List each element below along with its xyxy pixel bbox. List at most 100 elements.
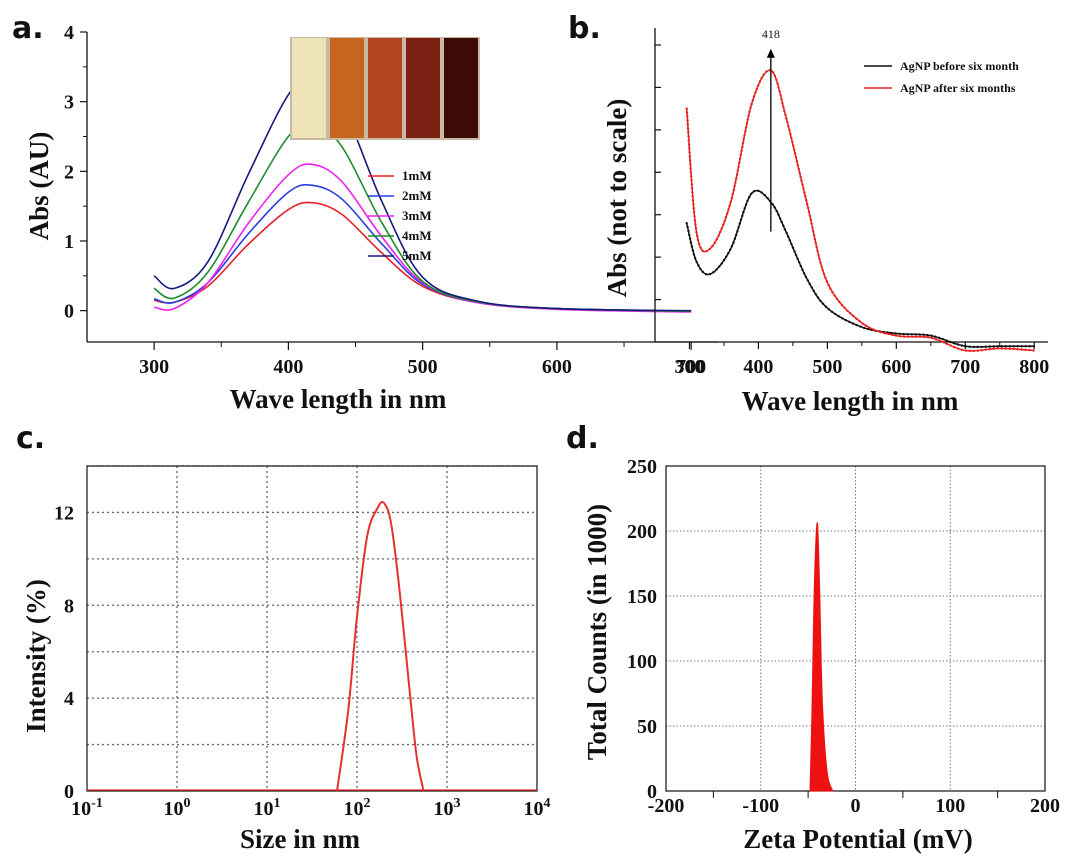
series-marker [771,203,774,206]
series-marker [748,110,751,114]
series-marker [688,155,691,158]
series-marker [755,87,758,91]
series-marker [711,244,714,248]
series-marker [738,161,741,164]
series-marker [923,335,926,339]
series-marker [746,118,749,121]
series-marker [783,228,787,231]
series-marker [782,224,785,227]
series-marker [992,347,995,350]
series-marker [785,231,788,235]
series-marker [741,145,744,149]
series-marker [735,233,738,237]
series-marker [691,191,694,194]
series-marker [762,73,765,76]
series-marker [866,327,870,331]
series-marker [1000,347,1003,350]
series-marker [744,203,748,206]
series-marker [695,260,698,264]
series-marker [894,332,897,335]
chart-d-grid [666,466,1045,791]
chart-c-ytick-label: 12 [54,502,74,524]
series-marker [699,246,702,249]
series-marker [727,208,730,211]
panel-c-label: c. [16,421,45,456]
size-distribution-line [336,500,425,792]
peak-arrow-head [766,48,775,58]
chart-b-xtick-label: 600 [881,356,911,378]
chart-a-xtick-label: 700 [676,356,706,378]
series-marker [898,332,901,335]
series-marker [1020,345,1023,348]
series-marker [810,222,813,225]
chart-c-xtick-label: 102 [344,796,371,820]
series-marker [849,312,852,315]
chart-c-ytick-label: 0 [64,781,74,803]
series-marker [793,152,797,155]
series-marker [719,230,722,234]
series-marker [782,105,785,109]
series-marker [812,230,815,233]
series-marker [1024,348,1027,351]
series-marker [844,318,847,322]
series-marker [841,317,844,320]
chart-c: 10-1 100 101 102 103 104 0 4 8 12 Size in nm Inte… [21,465,551,854]
series-marker [749,106,752,110]
series-marker [738,222,741,225]
series-marker [919,335,922,338]
chart-d: -200 -100 0 100 200 0 50 100 150 200 250 Zeta Pote… [582,456,1060,854]
chart-b-xtick-label: 300 [674,356,704,378]
inset-vials-photo [290,37,480,140]
series-marker [910,333,913,336]
chart-d-xtick-label: -200 [648,795,685,817]
series-marker [737,226,740,229]
series-marker [775,78,778,82]
series-marker [757,84,760,87]
series-marker [688,233,691,237]
series-marker [687,229,690,233]
series-line-before [685,189,1035,348]
series-marker [811,226,814,229]
series-marker [776,82,779,85]
series-marker [821,269,824,272]
series-marker [750,192,753,195]
chart-c-xtick-label: 104 [524,796,551,820]
series-marker [692,211,696,214]
series-marker [914,333,917,336]
series-marker [788,239,791,242]
series-marker [838,300,841,304]
series-marker [801,268,804,271]
series-marker [690,175,693,178]
series-marker [737,165,740,168]
series-marker [687,135,690,138]
series-marker [783,109,786,113]
series-marker [773,74,777,78]
series-marker [708,247,711,251]
series-marker [848,320,851,323]
series-marker [1032,345,1035,348]
series-marker [1016,345,1019,348]
series-marker [855,323,858,327]
series-marker [689,167,692,170]
chart-d-xtick-label: -100 [742,795,779,817]
series-marker [750,102,753,106]
series-marker [688,151,691,154]
chart-a: 300 400 500 600 700 0 1 2 3 4 1mM 2mM 3mM 4mM 5mM Wav… [24,22,718,414]
chart-a-ytick-label: 1 [64,231,74,253]
series-marker [688,237,692,240]
series-marker [746,199,749,202]
series-marker [775,209,778,213]
series-marker [1028,345,1031,348]
series-marker [843,306,846,310]
chart-b-xtick-label: 800 [1019,356,1049,378]
chart-d-ytick-label: 150 [627,586,657,608]
series-marker [1020,348,1023,351]
series-marker [748,196,751,199]
series-marker [934,338,938,341]
series-marker [692,203,695,206]
series-marker [742,210,745,214]
series-marker [713,241,716,244]
series-marker [824,305,828,308]
series-marker [760,76,763,80]
series-marker [795,160,799,163]
